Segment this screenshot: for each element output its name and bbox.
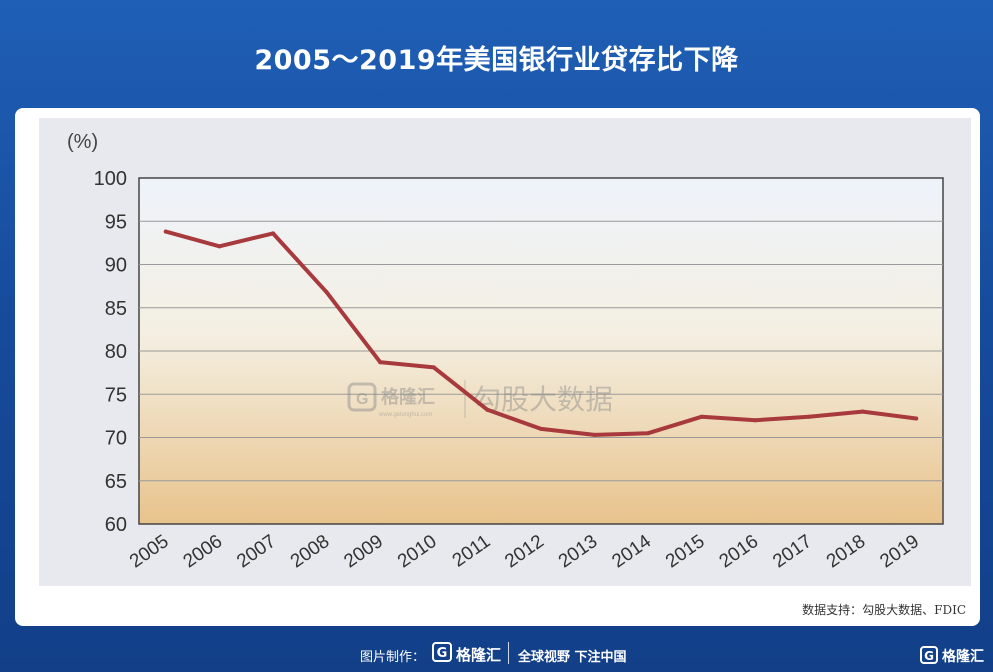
- footer-divider: [508, 642, 509, 664]
- y-tick-label: 90: [105, 255, 127, 277]
- x-tick-label: 2017: [769, 531, 816, 572]
- data-points: [163, 229, 919, 437]
- footer-brand: 格隆汇: [456, 646, 502, 664]
- brand-logo-icon: G: [432, 642, 452, 662]
- y-tick-label: 60: [105, 514, 127, 536]
- x-tick-label: 2010: [394, 531, 441, 572]
- footer-slogan: 全球视野 下注中国: [518, 650, 627, 665]
- y-axis-label: (%): [67, 131, 98, 153]
- y-tick-label: 85: [105, 298, 127, 320]
- x-tick-label: 2008: [287, 531, 334, 572]
- data-point: [378, 360, 383, 365]
- y-tick-label: 80: [105, 341, 127, 363]
- footer: 图片制作： G 格隆汇 全球视野 下注中国 G 格隆汇: [0, 636, 993, 672]
- x-tick-label: 2009: [340, 531, 387, 572]
- x-tick-label: 2019: [876, 531, 923, 572]
- watermark-text: 勾股大数据: [473, 384, 613, 415]
- data-point: [914, 416, 919, 421]
- watermark: G 格隆汇 www.gelonghui.com 勾股大数据: [347, 380, 613, 418]
- data-point: [431, 365, 436, 370]
- data-point: [485, 407, 490, 412]
- footer-credit: 图片制作：: [360, 650, 426, 665]
- data-point: [217, 244, 222, 249]
- y-tick-label: 70: [105, 428, 127, 450]
- watermark-brand: 格隆汇: [381, 386, 435, 407]
- data-point: [807, 414, 811, 419]
- x-tick-label: 2007: [233, 531, 280, 572]
- corner-logo-icon: G: [920, 646, 938, 664]
- x-tick-label: 2015: [662, 531, 709, 572]
- x-tick-label: 2014: [608, 531, 655, 573]
- data-point: [646, 431, 651, 436]
- data-point: [539, 426, 543, 431]
- x-tick-label: 2006: [180, 531, 227, 572]
- chart-area: (%) 60 65 70 75 80 85 90 95 100 2005 2006 2007 2008…: [39, 118, 971, 586]
- x-tick-label: 2005: [126, 531, 173, 572]
- x-tick-labels: 2005 2006 2007 2008 2009 2010 2011 2012 2013 2014…: [126, 531, 923, 573]
- x-tick-label: 2011: [449, 531, 495, 572]
- page-title: 2005～2019年美国银行业贷存比下降: [254, 45, 739, 76]
- x-tick-label: 2018: [823, 531, 870, 572]
- y-tick-label: 65: [105, 471, 127, 493]
- y-tick-labels: 60 65 70 75 80 85 90 95 100: [94, 168, 127, 536]
- line-chart: (%) 60 65 70 75 80 85 90 95 100 2005 2006 2007 2008…: [67, 131, 944, 573]
- data-point: [592, 432, 597, 437]
- data-point: [271, 231, 275, 236]
- corner-brand: 格隆汇: [942, 649, 984, 665]
- data-point: [699, 414, 704, 419]
- watermark-logo-letter: G: [356, 391, 368, 408]
- data-point: [163, 229, 168, 234]
- x-tick-label: 2013: [555, 531, 602, 572]
- y-tick-label: 95: [105, 211, 127, 233]
- y-tick-label: 100: [94, 168, 127, 190]
- x-tick-label: 2012: [501, 531, 548, 572]
- source-note: 数据支持：勾股大数据、FDIC: [802, 603, 966, 617]
- chart-panel: (%) 60 65 70 75 80 85 90 95 100 2005 2006 2007 2008…: [15, 108, 980, 626]
- gridlines: [139, 220, 943, 482]
- data-point: [753, 418, 758, 423]
- watermark-site: www.gelonghui.com: [378, 412, 432, 418]
- data-point: [860, 409, 865, 414]
- x-tick-label: 2016: [716, 531, 763, 572]
- data-point: [324, 290, 329, 295]
- watermark-logo-icon: [347, 382, 377, 412]
- y-tick-label: 75: [105, 384, 127, 406]
